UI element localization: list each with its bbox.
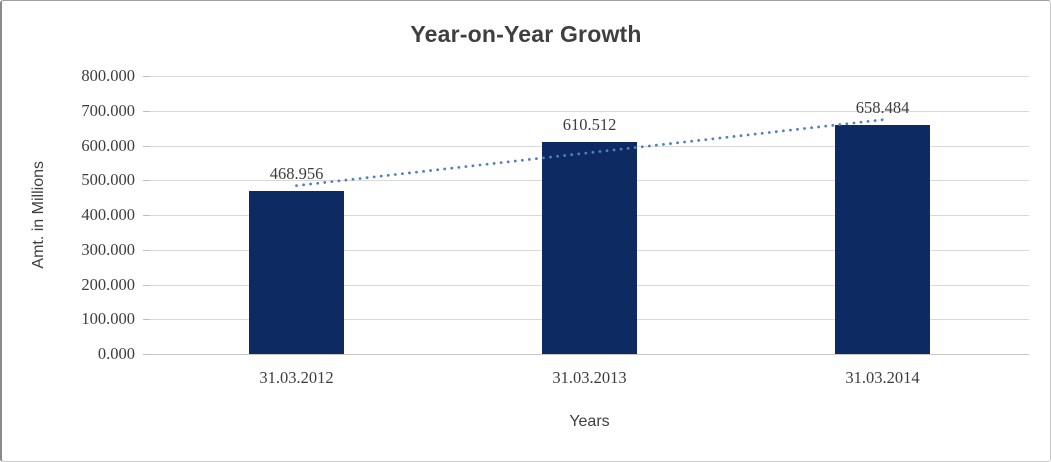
- y-tick-label: 200.000: [81, 274, 135, 294]
- y-tick-label: 400.000: [81, 205, 135, 224]
- y-tick-mark: [143, 215, 150, 216]
- bar-31.03.2012: [249, 191, 344, 354]
- chart-title: Year-on-Year Growth: [410, 21, 642, 47]
- bar-31.03.2014: [835, 125, 930, 354]
- y-tick-label: 0.000: [97, 344, 135, 363]
- x-tick-label: 31.03.2014: [845, 368, 920, 387]
- y-tick-label: 700.000: [81, 100, 135, 120]
- bar-value-label: 468.956: [269, 164, 324, 184]
- y-tick-label: 600.000: [81, 135, 135, 155]
- y-tick-label: 800.000: [81, 66, 135, 85]
- y-tick-mark: [143, 180, 150, 182]
- bar-value-label: 610.512: [562, 114, 617, 134]
- gridline: [150, 110, 1029, 112]
- x-tick-label: 31.03.2012: [259, 368, 334, 387]
- y-tick-mark: [143, 145, 150, 147]
- x-axis-title: Years: [569, 413, 610, 430]
- y-tick-mark: [143, 354, 150, 355]
- y-tick-label: 300.000: [81, 239, 135, 259]
- y-tick-mark: [143, 249, 150, 251]
- x-tick-label: 31.03.2013: [552, 368, 627, 387]
- y-tick-label: 500.000: [81, 170, 135, 190]
- gridline: [150, 76, 1029, 77]
- y-tick-label: 100.000: [81, 309, 135, 329]
- x-axis-line: [150, 354, 1029, 355]
- y-tick-mark: [143, 284, 150, 286]
- y-tick-mark: [143, 110, 150, 112]
- bar-value-label: 658.484: [855, 98, 910, 118]
- y-tick-mark: [143, 319, 150, 321]
- bar-31.03.2013: [542, 141, 637, 354]
- y-tick-mark: [143, 76, 150, 77]
